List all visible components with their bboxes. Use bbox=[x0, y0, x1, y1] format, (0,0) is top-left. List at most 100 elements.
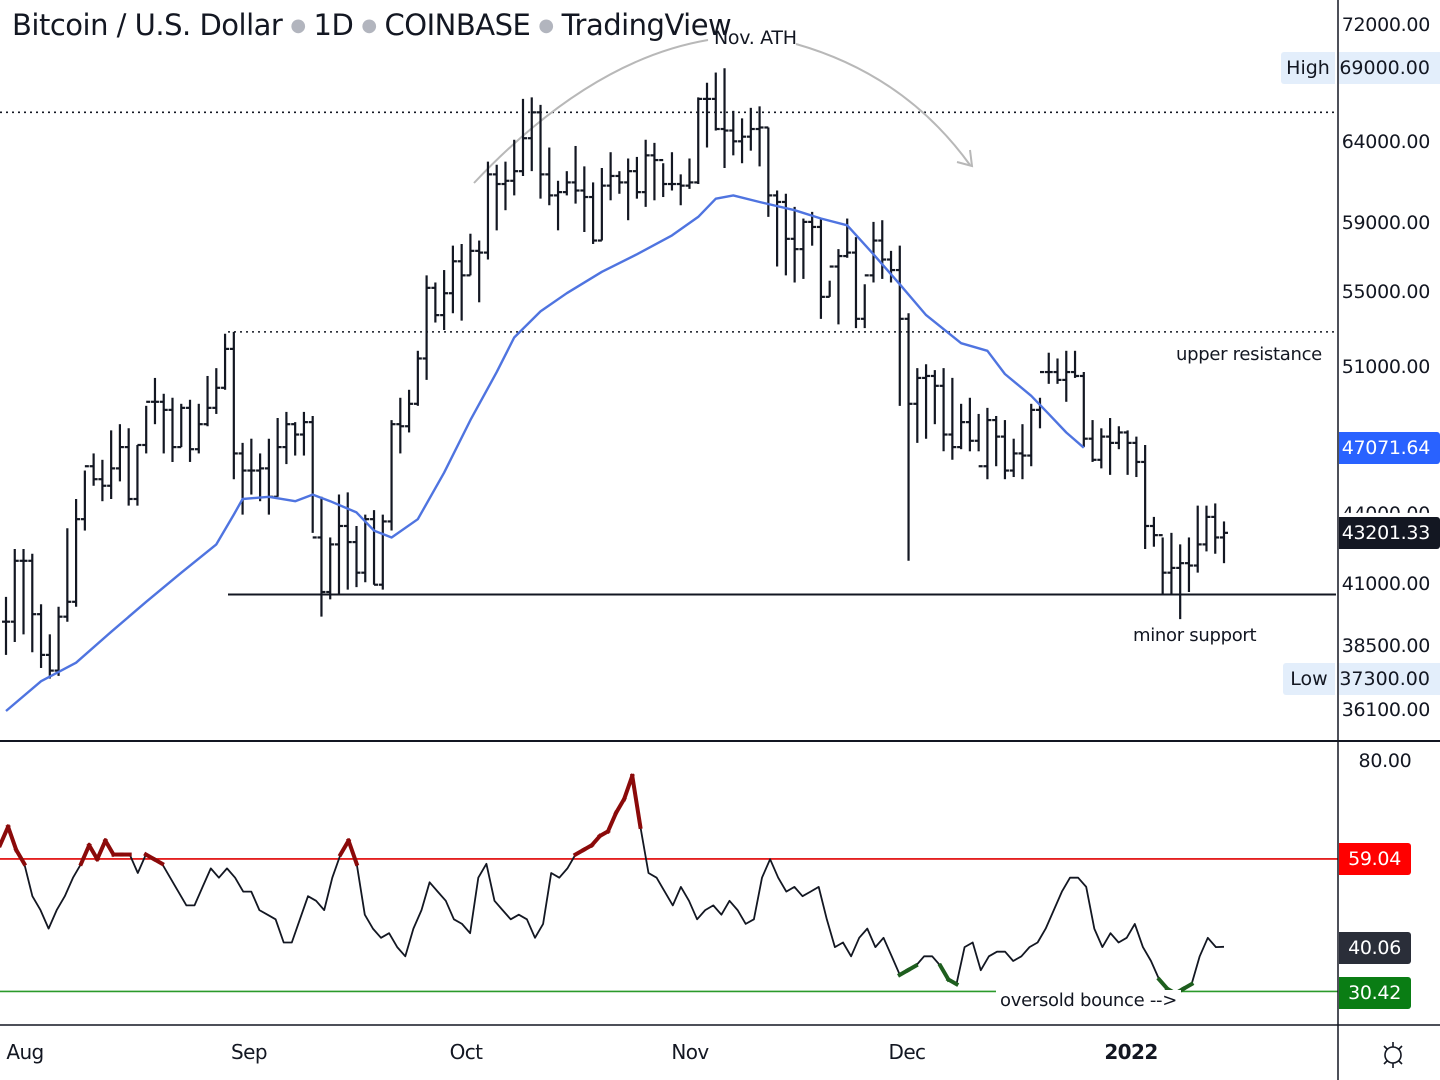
ohlc-bar bbox=[273, 418, 282, 498]
ohlc-bar bbox=[922, 364, 931, 439]
ohlc-bar bbox=[448, 245, 457, 314]
ohlc-bar bbox=[229, 331, 238, 480]
price-tick-label: 72000.00 bbox=[1341, 14, 1431, 36]
ohlc-bar bbox=[361, 514, 370, 583]
ohlc-bar bbox=[431, 282, 440, 323]
ohlc-bar bbox=[422, 275, 431, 380]
rsi-overbought-tag: 59.04 bbox=[1339, 843, 1411, 875]
ohlc-bar bbox=[203, 375, 212, 427]
rsi-overbought-segment bbox=[151, 856, 165, 867]
ohlc-bar bbox=[457, 243, 466, 321]
price-tick-label: 36100.00 bbox=[1341, 699, 1431, 721]
ohlc-bar bbox=[878, 220, 887, 279]
ohlc-bar bbox=[1211, 503, 1220, 554]
ohlc-bar bbox=[1141, 444, 1150, 550]
ohlc-bar bbox=[624, 158, 633, 221]
ohlc-bar bbox=[107, 430, 116, 499]
ohlc-bar bbox=[80, 465, 89, 531]
ohlc-bar bbox=[1088, 420, 1097, 462]
ohlc-bar bbox=[834, 249, 843, 325]
ohlc-bar bbox=[54, 606, 63, 676]
rsi-pane[interactable] bbox=[0, 773, 1338, 997]
ohlc-bar bbox=[1106, 418, 1115, 475]
price-tick-label: 55000.00 bbox=[1341, 281, 1431, 304]
ohlc-bar bbox=[1193, 505, 1202, 573]
ohlc-bar bbox=[597, 167, 606, 242]
price-tick-label: 51000.00 bbox=[1341, 356, 1431, 379]
ohlc-bar bbox=[554, 180, 563, 231]
ohlc-bar bbox=[667, 152, 676, 191]
ohlc-bar bbox=[536, 104, 545, 199]
ohlc-bar bbox=[1176, 544, 1185, 620]
ohlc-bar bbox=[1000, 420, 1009, 480]
ath-annotation[interactable]: Nov. ATH bbox=[714, 27, 797, 49]
high-label: High bbox=[1281, 52, 1335, 84]
price-pane[interactable] bbox=[0, 39, 1336, 712]
rsi-overbought-segment bbox=[13, 847, 28, 867]
ohlc-bar bbox=[28, 553, 37, 653]
rsi-overbought-segment bbox=[346, 838, 360, 867]
ohlc-bar bbox=[887, 250, 896, 283]
ohlc-bar bbox=[930, 370, 939, 425]
ohlc-bar bbox=[282, 411, 291, 465]
ohlc-bar bbox=[562, 171, 571, 196]
ohlc-bar bbox=[825, 265, 834, 298]
rsi-overbought-segment bbox=[94, 838, 109, 862]
ohlc-bar bbox=[63, 528, 72, 622]
upper-resistance-annotation[interactable]: upper resistance bbox=[1176, 344, 1322, 365]
exchange-label: COINBASE bbox=[384, 8, 531, 42]
ohlc-bar bbox=[352, 525, 361, 588]
ohlc-bar bbox=[518, 98, 527, 176]
ohlc-bar bbox=[299, 411, 308, 456]
separator-dot: ● bbox=[290, 15, 306, 36]
ohlc-bar bbox=[19, 549, 28, 635]
ohlc-bar bbox=[790, 206, 799, 283]
ohlc-bar bbox=[1044, 352, 1053, 384]
ohlc-bar bbox=[1167, 532, 1176, 595]
time-axis-label: 2022 bbox=[1104, 1040, 1158, 1064]
rsi-overbought-segment bbox=[78, 842, 92, 867]
rsi-overbought-segment bbox=[0, 824, 11, 848]
rsi-overbought-segment bbox=[5, 824, 19, 853]
ohlc-bar bbox=[440, 270, 449, 330]
ohlc-bar bbox=[317, 496, 326, 617]
ohlc-bar bbox=[755, 106, 764, 167]
time-axis-label: Oct bbox=[449, 1040, 483, 1064]
rsi-oversold-segment bbox=[945, 976, 960, 987]
ohlc-bar bbox=[965, 397, 974, 452]
separator-dot: ● bbox=[361, 15, 377, 36]
ohlc-bar bbox=[1202, 505, 1211, 552]
interval-label[interactable]: 1D bbox=[313, 8, 354, 42]
separator-dot: ● bbox=[538, 15, 554, 36]
ohlc-bar bbox=[1132, 436, 1141, 478]
oversold-bounce-annotation[interactable]: oversold bounce --> bbox=[996, 990, 1181, 1011]
ohlc-bar bbox=[904, 313, 913, 561]
time-axis-label: Nov bbox=[671, 1040, 709, 1064]
ohlc-bar bbox=[1062, 350, 1071, 402]
ohlc-bar bbox=[150, 377, 159, 425]
ma-value-tag: 47071.64 bbox=[1339, 432, 1440, 464]
ohlc-bar bbox=[992, 415, 1001, 467]
source-label: TradingView bbox=[561, 8, 732, 42]
settings-gear-icon[interactable] bbox=[1378, 1040, 1408, 1070]
minor-support-annotation[interactable]: minor support bbox=[1133, 625, 1257, 646]
ohlc-bar bbox=[703, 82, 712, 148]
ohlc-bar bbox=[571, 145, 580, 204]
ohlc-bar bbox=[913, 368, 922, 443]
ohlc-bar bbox=[860, 274, 869, 329]
rsi-line bbox=[0, 775, 1225, 995]
price-tick-label: 64000.00 bbox=[1341, 130, 1431, 153]
rsi-overbought-segment bbox=[629, 773, 643, 830]
ohlc-bar bbox=[510, 139, 519, 196]
ohlc-bar bbox=[711, 72, 720, 131]
ohlc-bar bbox=[98, 459, 107, 502]
ohlc-bar bbox=[939, 368, 948, 452]
symbol-name[interactable]: Bitcoin / U.S. Dollar bbox=[12, 8, 283, 42]
time-axis-label: Sep bbox=[231, 1040, 268, 1064]
ohlc-bar bbox=[405, 389, 414, 433]
ohlc-bar bbox=[685, 158, 694, 189]
ohlc-bar bbox=[948, 377, 957, 460]
ohlc-bar bbox=[177, 403, 186, 449]
